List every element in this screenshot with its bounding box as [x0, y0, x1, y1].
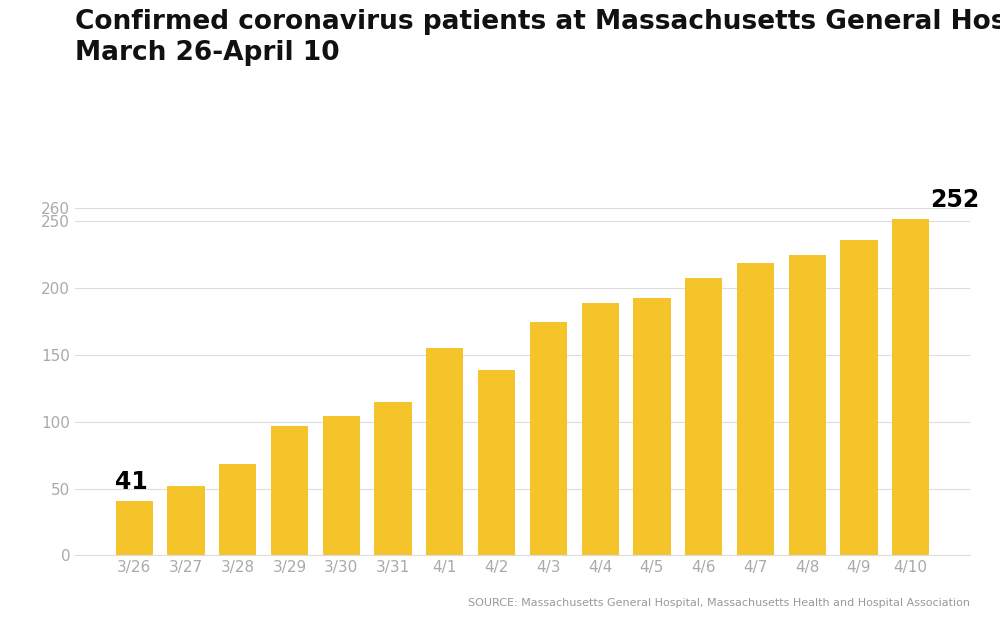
Text: Confirmed coronavirus patients at Massachusetts General Hospital,: Confirmed coronavirus patients at Massac…	[75, 9, 1000, 35]
Bar	[478, 370, 515, 555]
Bar	[685, 278, 722, 555]
Bar	[219, 465, 256, 555]
Bar	[167, 486, 205, 555]
Bar	[271, 426, 308, 555]
Bar	[633, 297, 671, 555]
Text: 41: 41	[115, 470, 147, 494]
Bar	[840, 240, 878, 555]
Bar	[789, 255, 826, 555]
Bar	[892, 219, 929, 555]
Text: 252: 252	[930, 188, 980, 212]
Text: March 26-April 10: March 26-April 10	[75, 40, 340, 66]
Text: SOURCE: Massachusetts General Hospital, Massachusetts Health and Hospital Associ: SOURCE: Massachusetts General Hospital, …	[468, 598, 970, 608]
Bar	[582, 303, 619, 555]
Bar	[426, 349, 463, 555]
Bar	[374, 402, 412, 555]
Bar	[116, 500, 153, 555]
Bar	[530, 321, 567, 555]
Bar	[323, 416, 360, 555]
Bar	[737, 263, 774, 555]
